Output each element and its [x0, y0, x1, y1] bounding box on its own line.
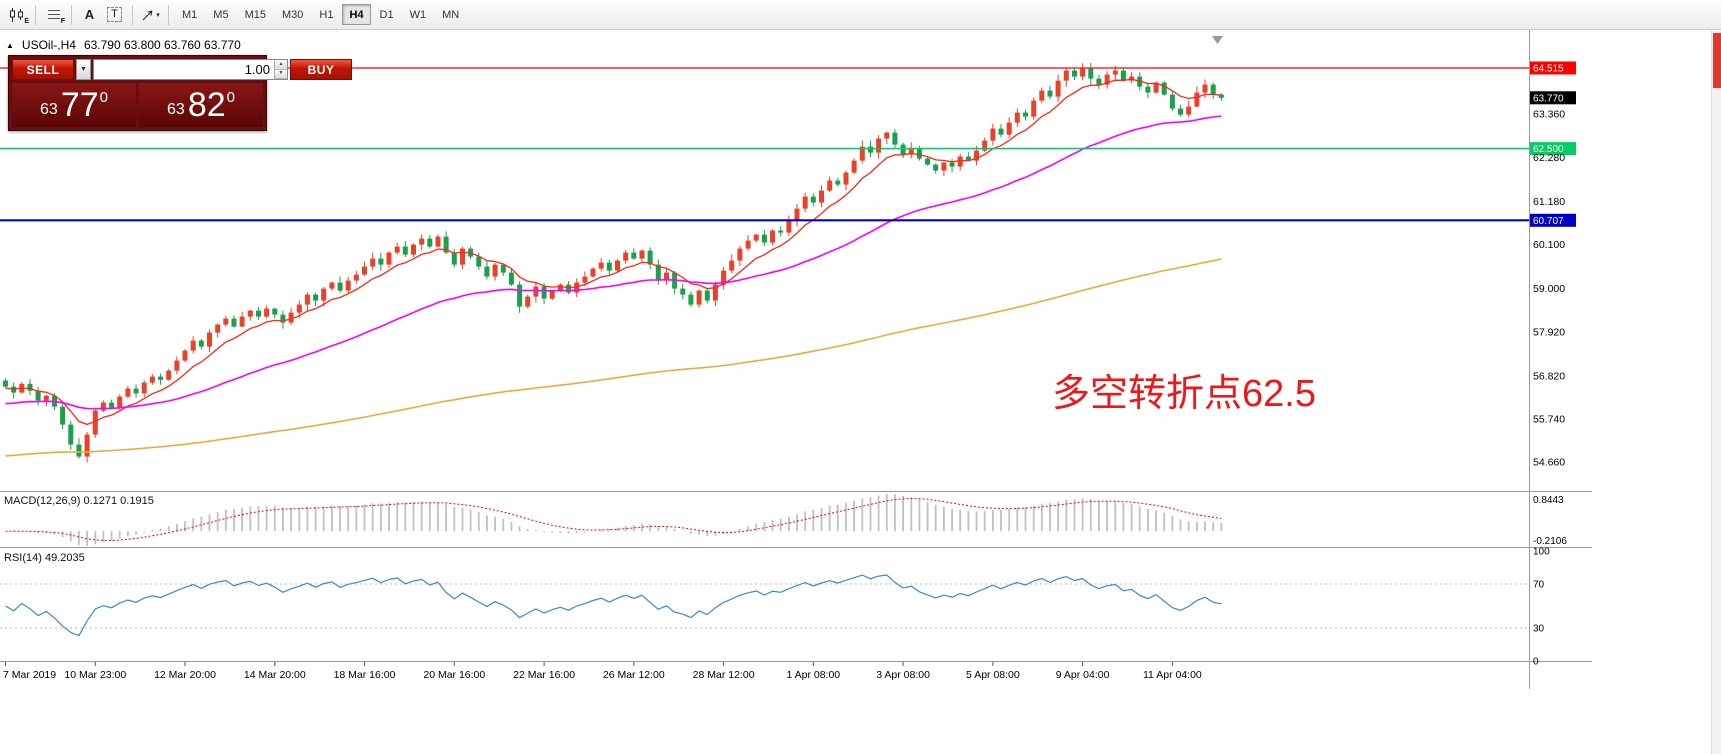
- time-label: 14 Mar 20:00: [244, 669, 306, 681]
- buy-price-display[interactable]: 63 82 0: [139, 83, 263, 127]
- svg-text:63.360: 63.360: [1533, 109, 1565, 121]
- ma-slow-line: [5, 258, 1222, 457]
- volume-down-button[interactable]: ▼: [275, 69, 287, 79]
- timeframe-mn-button[interactable]: MN: [435, 4, 466, 25]
- time-axis: 7 Mar 2019 10 Mar 23:00 12 Mar 20:00 14 Mar…: [3, 662, 1202, 681]
- svg-text:61.180: 61.180: [1533, 196, 1565, 208]
- svg-text:30: 30: [1533, 624, 1545, 635]
- timeframe-d1-button[interactable]: D1: [373, 4, 401, 25]
- time-label: 11 Apr 04:00: [1143, 669, 1202, 681]
- svg-text:63.770: 63.770: [1533, 93, 1564, 104]
- toolbar-separator: [168, 4, 169, 25]
- symbol-period-label: USOil-,H4: [21, 38, 76, 52]
- chart-annotation: 多空转折点62.5: [1052, 373, 1316, 415]
- vertical-scrollbar-thumb[interactable]: [1713, 33, 1721, 88]
- indicator-list-icon[interactable]: F: [41, 3, 66, 26]
- svg-text:0.8443: 0.8443: [1533, 495, 1564, 506]
- svg-text:100: 100: [1533, 547, 1550, 558]
- svg-text:57.920: 57.920: [1533, 326, 1565, 338]
- timeframe-m5-button[interactable]: M5: [206, 4, 235, 25]
- volume-input[interactable]: [94, 60, 274, 79]
- bid-whole: 63: [40, 101, 58, 118]
- timeframe-m15-button[interactable]: M15: [238, 4, 273, 25]
- rsi-indicator-label: RSI(14) 49.2035: [4, 552, 85, 564]
- boxed-t-glyph: T: [107, 7, 122, 22]
- toolbar-icon-group: E F A T ▾ M1 M5 M15 M30 H1 H4 D1 W1 MN: [5, 3, 467, 26]
- toolbar: E F A T ▾ M1 M5 M15 M30 H1 H4 D1 W1 MN: [0, 0, 1721, 30]
- svg-text:0: 0: [1533, 657, 1539, 668]
- svg-text:54.660: 54.660: [1533, 457, 1565, 469]
- buy-button[interactable]: BUY: [290, 59, 352, 80]
- macd-pane: 0.8443 -0.2106: [5, 494, 1567, 547]
- order-type-dropdown[interactable]: ▼: [76, 59, 91, 80]
- toolbar-separator: [35, 4, 36, 25]
- ask-point: 0: [226, 88, 235, 106]
- chart-ohlc-header: ▲ USOil-,H4 63.790 63.800 63.760 63.770: [6, 38, 241, 52]
- time-label: 5 Apr 08:00: [966, 669, 1020, 681]
- candles-layer: [3, 62, 1224, 463]
- one-click-trading-panel: SELL ▼ ▲ ▼ BUY 63 77 0 63 82 0: [8, 55, 352, 131]
- ohlc-values: 63.790 63.800 63.760 63.770: [83, 38, 241, 52]
- trade-controls-row: SELL ▼ ▲ ▼ BUY: [12, 59, 352, 80]
- time-label: 9 Apr 04:00: [1056, 669, 1110, 681]
- chart-type-icon[interactable]: E: [5, 3, 30, 26]
- cursor-tool-icon[interactable]: ▾: [138, 3, 163, 26]
- ask-whole: 63: [167, 101, 185, 118]
- svg-text:70: 70: [1533, 580, 1545, 591]
- text-tool-icon[interactable]: A: [77, 3, 102, 26]
- price-direction-icon: ▲: [6, 40, 14, 50]
- quote-row: 63 77 0 63 82 0: [12, 83, 263, 127]
- svg-text:62.500: 62.500: [1533, 144, 1564, 155]
- bid-point: 0: [99, 88, 108, 106]
- svg-text:60.707: 60.707: [1533, 216, 1564, 227]
- time-label: 3 Apr 08:00: [876, 669, 930, 681]
- timeframe-h4-button[interactable]: H4: [342, 4, 371, 25]
- timeframe-w1-button[interactable]: W1: [403, 4, 434, 25]
- ma-fast-line: [5, 78, 1222, 426]
- time-label: 18 Mar 16:00: [334, 669, 396, 681]
- macd-indicator-label: MACD(12,26,9) 0.1271 0.1915: [4, 495, 154, 507]
- svg-text:60.100: 60.100: [1533, 239, 1565, 251]
- time-label: 22 Mar 16:00: [513, 669, 575, 681]
- volume-up-button[interactable]: ▲: [275, 60, 287, 70]
- sell-price-display[interactable]: 63 77 0: [12, 83, 136, 127]
- time-label: 26 Mar 12:00: [603, 669, 665, 681]
- toolbar-separator: [132, 4, 133, 25]
- time-label: 12 Mar 20:00: [154, 669, 216, 681]
- textbox-tool-icon[interactable]: T: [102, 3, 127, 26]
- svg-text:-0.2106: -0.2106: [1533, 536, 1567, 547]
- moving-averages-layer: [5, 78, 1222, 457]
- timeframe-h1-button[interactable]: H1: [312, 4, 340, 25]
- price-axis: 64.515 62.500 60.707 63.770 63.360 62.280 61.1…: [0, 30, 1592, 689]
- toolbar-separator: [71, 4, 72, 25]
- rsi-pane: 100 70 30 0: [0, 547, 1550, 668]
- ma-mid-line: [5, 115, 1222, 410]
- ask-pips: 82: [187, 86, 226, 124]
- volume-field: ▲ ▼: [93, 59, 288, 80]
- time-label: 28 Mar 12:00: [693, 669, 755, 681]
- icon-sub-label: E: [24, 18, 29, 25]
- bid-pips: 77: [60, 86, 99, 124]
- chart-shift-marker[interactable]: [1212, 36, 1223, 44]
- svg-text:64.515: 64.515: [1533, 64, 1564, 75]
- svg-text:56.820: 56.820: [1533, 370, 1565, 382]
- svg-text:59.000: 59.000: [1533, 283, 1565, 295]
- time-label: 20 Mar 16:00: [423, 669, 485, 681]
- time-label: 1 Apr 08:00: [786, 669, 840, 681]
- macd-signal-line: [5, 497, 1222, 542]
- vertical-scrollbar[interactable]: [1711, 30, 1721, 754]
- timeframe-m30-button[interactable]: M30: [275, 4, 310, 25]
- time-label: 10 Mar 23:00: [64, 669, 126, 681]
- chevron-down-icon: ▾: [156, 11, 160, 19]
- timeframe-m1-button[interactable]: M1: [175, 4, 204, 25]
- rsi-line: [5, 574, 1222, 637]
- time-label: 7 Mar 2019: [3, 669, 56, 681]
- icon-sub-label: F: [60, 18, 65, 25]
- volume-spinner: ▲ ▼: [274, 60, 287, 79]
- sell-button[interactable]: SELL: [12, 59, 74, 80]
- svg-text:55.740: 55.740: [1533, 414, 1565, 426]
- svg-text:62.280: 62.280: [1533, 152, 1565, 164]
